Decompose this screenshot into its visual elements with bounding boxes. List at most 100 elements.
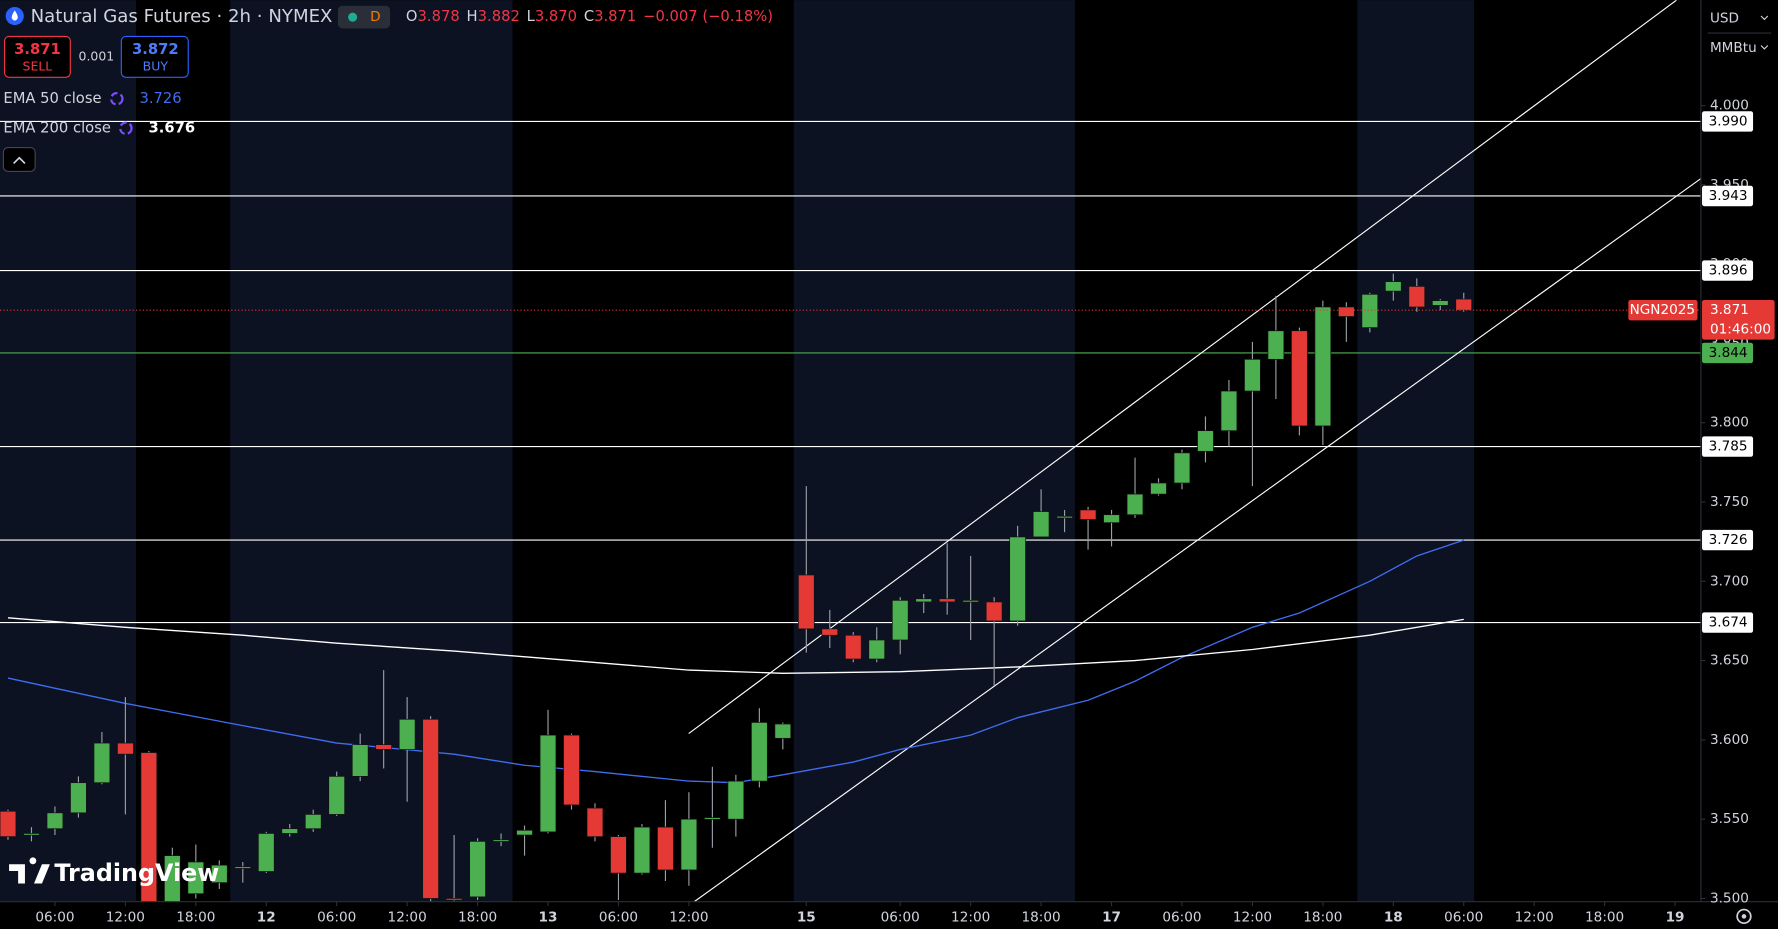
session-band: [230, 0, 513, 902]
y-tick-label: 3.750: [1710, 494, 1749, 510]
collapse-icon[interactable]: [13, 156, 26, 165]
x-tick-label: 12:00: [669, 910, 708, 926]
candle-body: [704, 817, 721, 820]
candle-body: [633, 826, 651, 874]
x-tick-label: 06:00: [317, 910, 356, 926]
legend-value: 3.676: [149, 119, 196, 136]
candle-body: [774, 723, 792, 739]
candle-body: [1361, 293, 1379, 328]
candle-body: [1267, 330, 1285, 360]
ohlc-label: L: [527, 8, 536, 25]
y-tick-label: 3.550: [1710, 811, 1749, 827]
candle-body: [375, 744, 392, 750]
logo-text: TradingView: [54, 859, 219, 887]
trendline: [693, 178, 1701, 902]
y-tick-label: 3.650: [1710, 653, 1749, 669]
change-value: −0.007 (−0.18%): [643, 8, 773, 25]
plot-area: [0, 0, 1701, 902]
candle-body: [516, 829, 533, 836]
candle-body: [140, 752, 158, 902]
countdown-label: 01:46:00: [1710, 321, 1771, 337]
level-tag: [1702, 260, 1754, 281]
candle-body: [1150, 482, 1167, 495]
ohlc-label: C: [584, 8, 594, 25]
legend-icon: [109, 92, 124, 106]
settings-button[interactable]: [1736, 908, 1752, 925]
legend-value: 3.726: [139, 90, 181, 107]
candle-body: [211, 864, 228, 883]
level-tag: [1702, 111, 1754, 132]
candle-body: [187, 861, 205, 895]
candle-body: [1314, 306, 1332, 427]
x-tick-label: 06:00: [599, 910, 638, 926]
symbol-title: Natural Gas Futures · 2h · NYMEX: [31, 6, 333, 27]
unit-select[interactable]: MMBtu: [1710, 40, 1757, 56]
candle-body: [281, 828, 299, 834]
currency-select[interactable]: USD: [1710, 10, 1739, 26]
dropdown-icon[interactable]: [1760, 15, 1769, 21]
level-tag-label: 3.943: [1709, 188, 1748, 204]
candle-body: [798, 574, 815, 630]
candle-body: [938, 598, 956, 603]
candle-body: [328, 776, 345, 815]
sell-button[interactable]: [3, 35, 71, 78]
candle-body: [1056, 515, 1073, 519]
indicator-legend: EMA 50 close 3.726 EMA 200 close 3.676: [3, 90, 195, 136]
dropdown-icon[interactable]: [1760, 45, 1769, 50]
session-bands: [0, 0, 1475, 902]
candle-body: [563, 734, 580, 806]
last-price-label: 3.871: [1710, 302, 1749, 318]
sell-price[interactable]: 3.871: [14, 41, 61, 58]
level-tag-label: 3.990: [1709, 113, 1748, 129]
collapse-button[interactable]: [2, 147, 36, 172]
x-tick-label: 12: [257, 910, 276, 926]
candle-body: [1338, 306, 1355, 317]
x-tick-label: 18:00: [1022, 910, 1061, 926]
settings-icon[interactable]: [1741, 914, 1747, 919]
candle-body: [727, 780, 745, 820]
candle-body: [962, 600, 979, 603]
candle-body: [1197, 430, 1214, 452]
level-tag-label: 3.896: [1709, 263, 1748, 279]
level-tag-label: 3.674: [1709, 615, 1748, 631]
ohlc-label: H: [467, 8, 478, 25]
x-tick-label: 12:00: [1515, 910, 1554, 926]
x-tick-label: 18:00: [176, 910, 215, 926]
candle-body: [1244, 358, 1261, 392]
trendline: [688, 0, 1677, 734]
axes: 3.5003.5503.6003.6503.7003.7503.8003.850…: [35, 98, 1775, 926]
x-tick-label: 12:00: [388, 910, 427, 926]
candle-body: [891, 600, 909, 641]
y-tick-label: 3.700: [1710, 573, 1749, 589]
buy-price[interactable]: 3.872: [132, 41, 179, 58]
spread: 0.001: [79, 48, 115, 63]
candle-body: [234, 866, 252, 869]
candle-body: [1431, 300, 1449, 306]
candle-body: [0, 810, 17, 837]
candle-body: [751, 722, 768, 782]
unit-menu: [1703, 2, 1776, 66]
buy-button[interactable]: [120, 35, 189, 78]
candle-body: [164, 855, 181, 902]
candle-body: [539, 734, 557, 833]
level-tag: [1702, 436, 1754, 457]
candle-body: [445, 898, 463, 901]
candle-body: [1291, 330, 1308, 427]
level-tag-label: 3.844: [1709, 345, 1748, 361]
sell-label[interactable]: SELL: [23, 59, 53, 74]
candle-body: [915, 598, 932, 603]
candle-body: [586, 807, 604, 837]
market-open-dot: [348, 12, 358, 22]
x-tick-label: 18:00: [458, 910, 497, 926]
ohlc-value: 3.871: [594, 8, 636, 25]
ohlc-value: 3.882: [478, 8, 520, 25]
y-tick-label: 3.600: [1710, 732, 1749, 748]
candle-body: [257, 833, 275, 872]
session-band: [1357, 0, 1475, 902]
y-tick-label: 3.500: [1710, 890, 1749, 906]
interval-badge: D: [370, 9, 380, 25]
buy-label[interactable]: BUY: [143, 59, 169, 74]
ohlc-value: 3.878: [418, 8, 460, 25]
logo-mark: [9, 857, 50, 884]
y-tick-label: 3.800: [1710, 415, 1749, 431]
